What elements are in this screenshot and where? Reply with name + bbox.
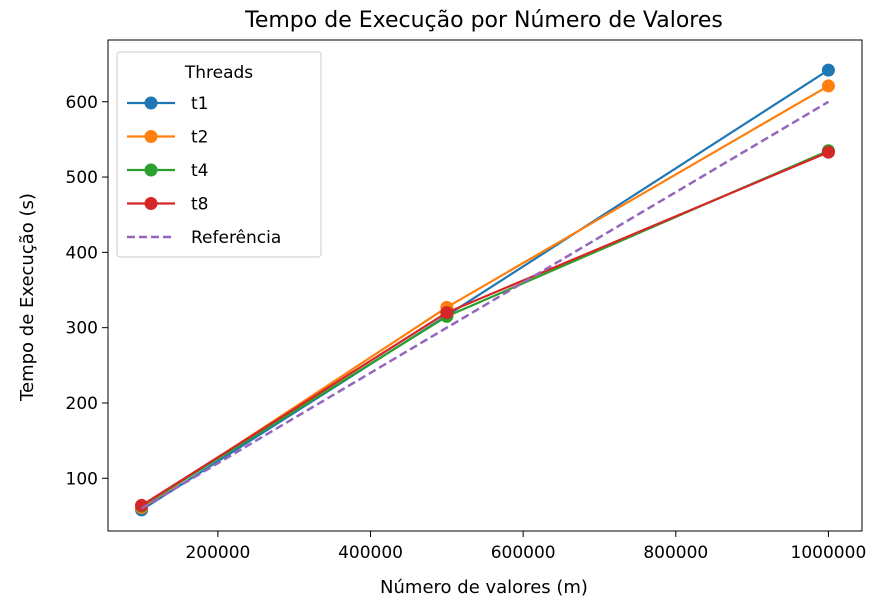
- x-tick-label: 400000: [338, 543, 403, 563]
- legend-marker: [144, 197, 158, 210]
- y-tick-label: 100: [66, 469, 98, 489]
- legend: Threads t1 t2 t4 t8 Referência: [116, 51, 322, 258]
- y-tick-label: 200: [66, 394, 98, 414]
- legend-label: t8: [191, 195, 208, 215]
- y-tick-label: 300: [66, 319, 98, 339]
- legend-marker: [144, 96, 158, 110]
- legend-label: t4: [191, 161, 208, 181]
- y-axis-label: Tempo de Execução (s): [17, 193, 38, 402]
- x-tick-label: 600000: [491, 543, 556, 563]
- legend-label: Referência: [191, 228, 281, 248]
- legend-title: Threads: [184, 63, 253, 83]
- y-tick-label: 600: [66, 93, 98, 113]
- y-tick-label: 500: [66, 168, 98, 188]
- x-tick-label: 200000: [185, 543, 250, 563]
- series-point-0: [821, 63, 835, 77]
- y-tick-label: 400: [66, 243, 98, 263]
- legend-marker: [144, 163, 158, 177]
- series-point-3: [821, 145, 835, 159]
- legend-label: t2: [191, 128, 208, 148]
- chart-title: Tempo de Execução por Número de Valores: [244, 8, 723, 33]
- series-point-3: [440, 306, 454, 320]
- series-point-3: [135, 498, 149, 512]
- series-point-1: [821, 79, 835, 93]
- x-tick-label: 800000: [643, 543, 708, 563]
- legend-marker: [144, 130, 158, 143]
- legend-entries: t1 t2 t4 t8 Referência: [127, 94, 281, 248]
- series-line-4: [140, 100, 830, 510]
- plot-frame: [107, 39, 863, 532]
- legend-label: t1: [191, 94, 208, 114]
- x-tick-label: 1000000: [791, 543, 867, 563]
- x-axis: 200000 400000 600000 800000 1000000: [185, 531, 866, 563]
- y-axis: 100 200 300 400 500 600: [66, 93, 108, 489]
- x-axis-label: Número de valores (m): [380, 577, 588, 598]
- plot-series: [135, 63, 835, 517]
